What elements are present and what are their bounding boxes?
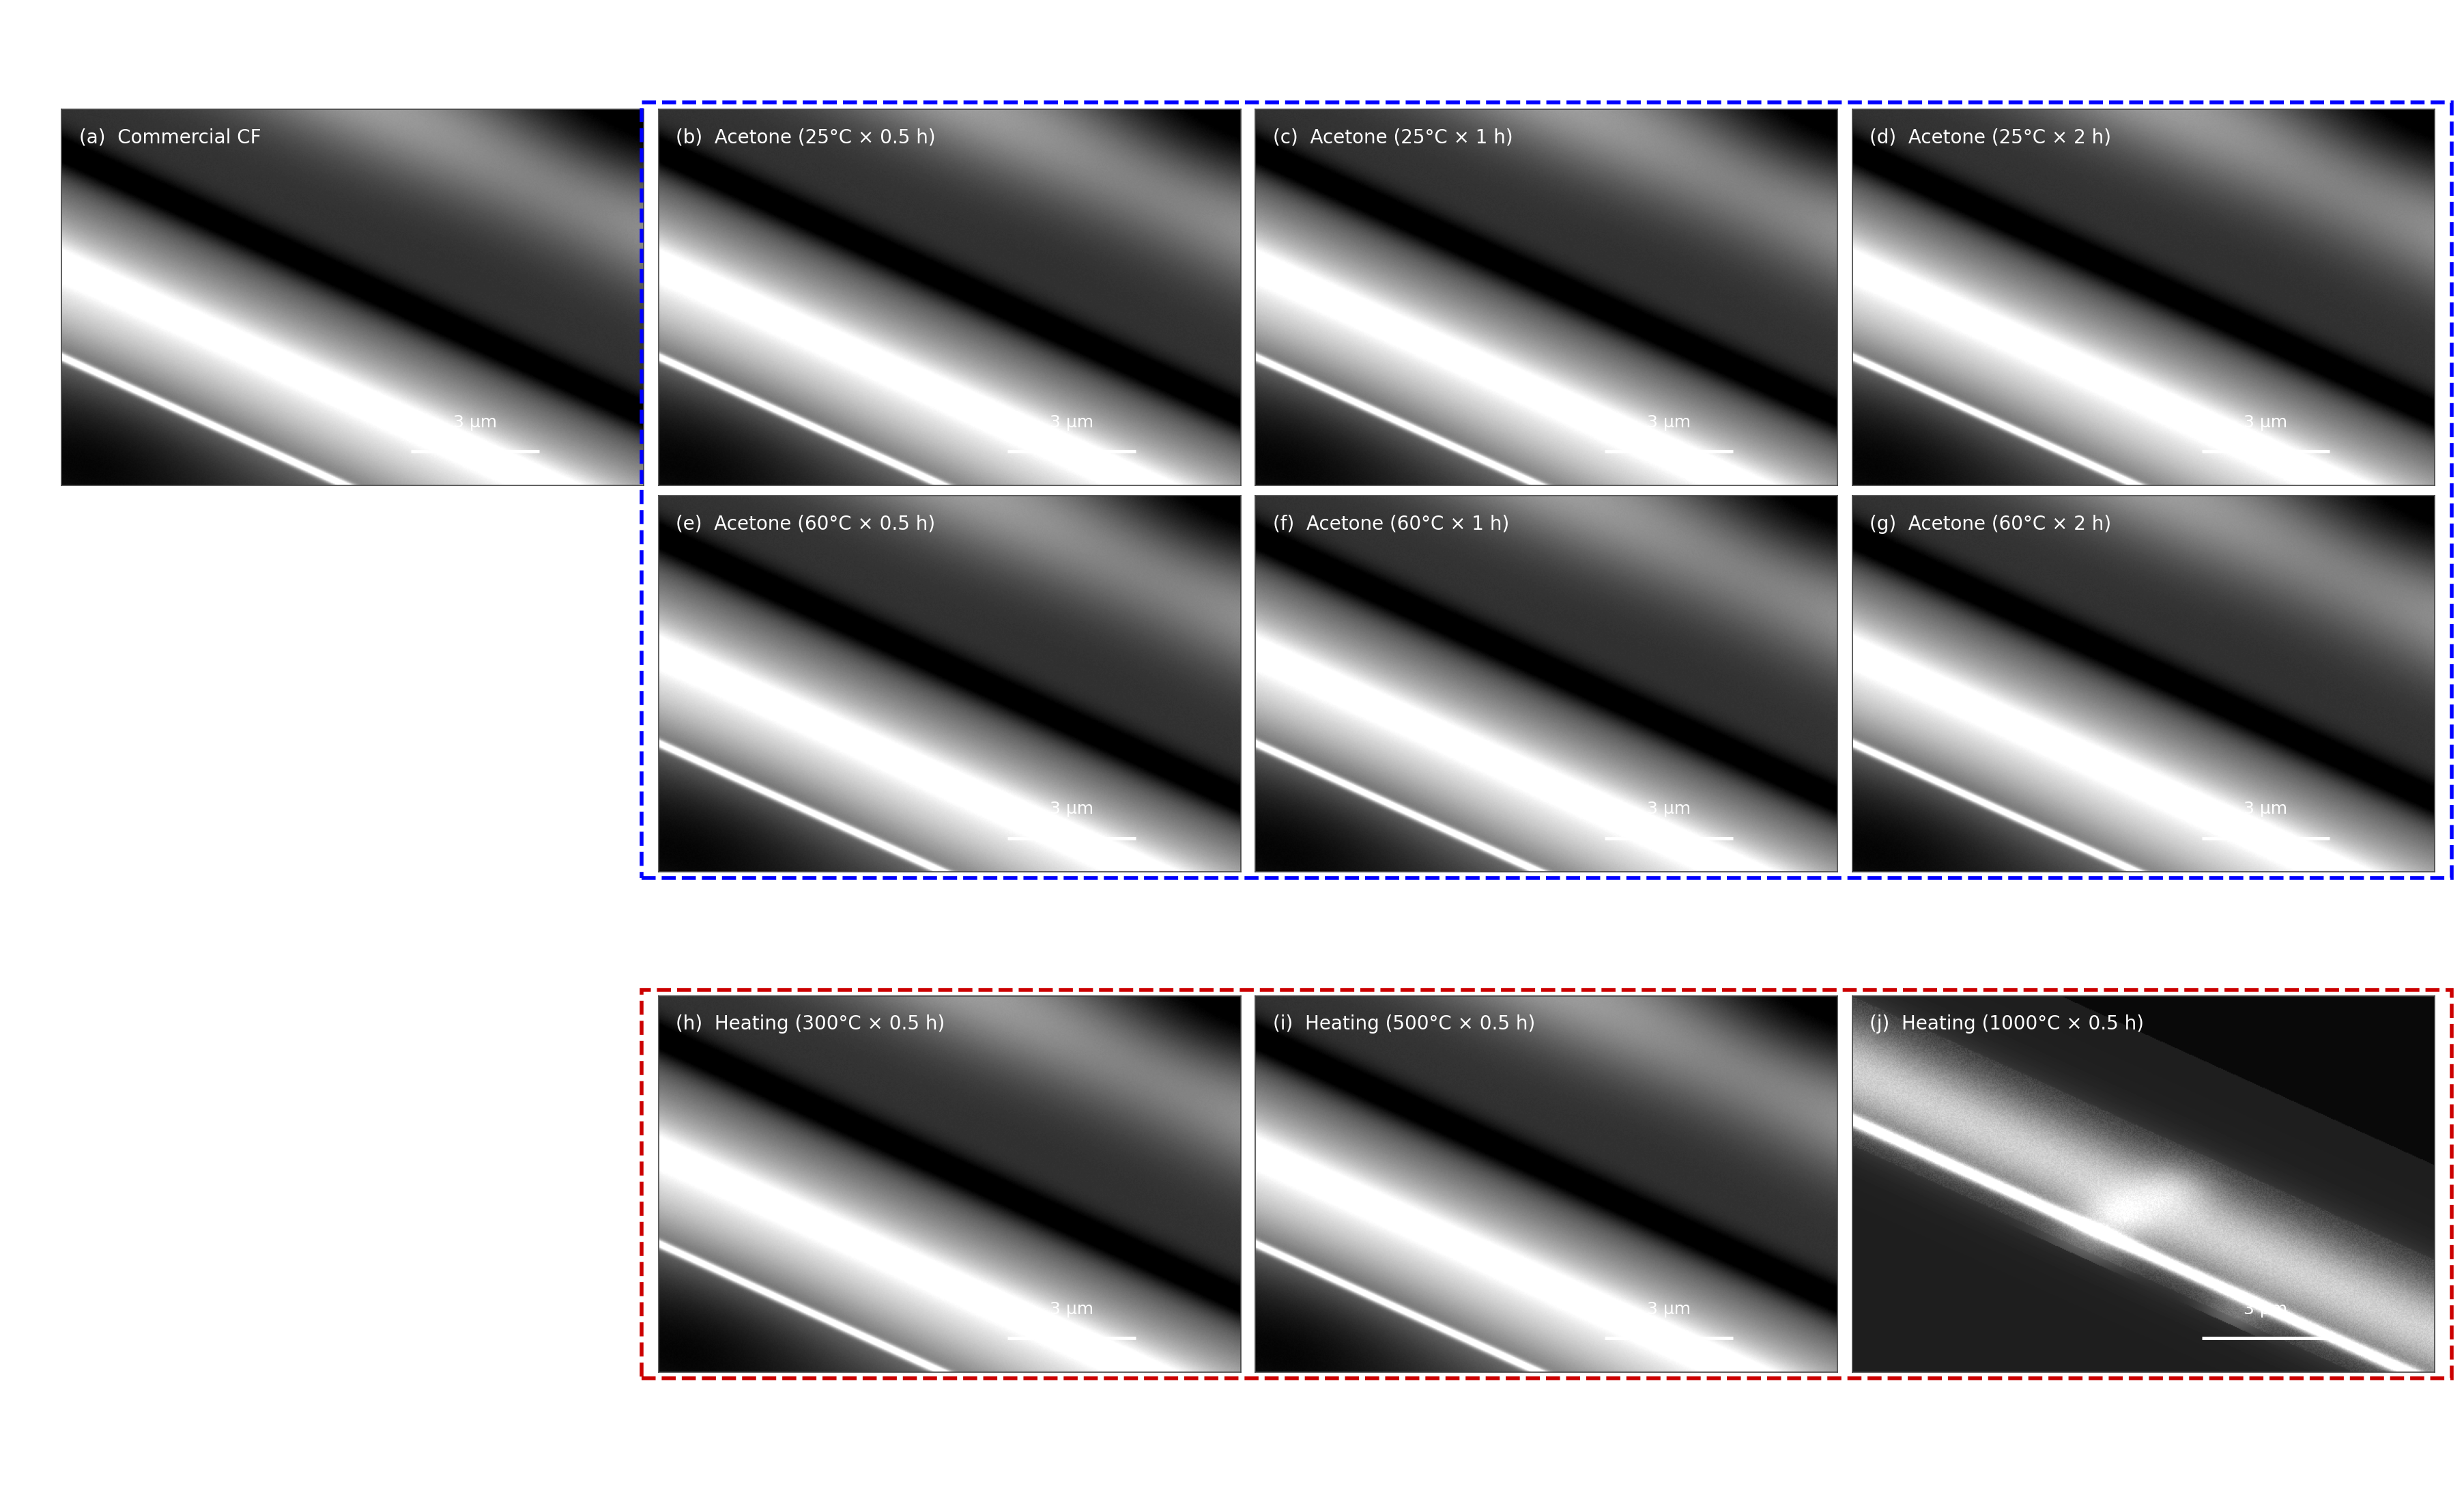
Text: (h)  Heating (300°C × 0.5 h): (h) Heating (300°C × 0.5 h) [675, 1015, 946, 1033]
Text: (a)  Commercial CF: (a) Commercial CF [79, 128, 261, 146]
Text: 3 μm: 3 μm [453, 414, 498, 430]
Text: 3 μm: 3 μm [1646, 414, 1690, 430]
Text: (i)  Heating (500°C × 0.5 h): (i) Heating (500°C × 0.5 h) [1274, 1015, 1535, 1033]
Text: 3 μm: 3 μm [1050, 414, 1094, 430]
Text: Heating: Heating [692, 941, 818, 969]
Text: Acetone: Acetone [690, 54, 821, 82]
Text: 3 μm: 3 μm [1050, 1300, 1094, 1317]
Text: (b)  Acetone (25°C × 0.5 h): (b) Acetone (25°C × 0.5 h) [675, 128, 936, 146]
Text: (f)  Acetone (60°C × 1 h): (f) Acetone (60°C × 1 h) [1274, 515, 1510, 533]
Text: (e)  Acetone (60°C × 0.5 h): (e) Acetone (60°C × 0.5 h) [675, 515, 936, 533]
Text: 3 μm: 3 μm [2245, 800, 2287, 817]
Text: (d)  Acetone (25°C × 2 h): (d) Acetone (25°C × 2 h) [1870, 128, 2112, 146]
Text: 3 μm: 3 μm [1050, 800, 1094, 817]
Text: (j)  Heating (1000°C × 0.5 h): (j) Heating (1000°C × 0.5 h) [1870, 1015, 2144, 1033]
Text: 3 μm: 3 μm [1646, 1300, 1690, 1317]
Text: 3 μm: 3 μm [2245, 1300, 2287, 1317]
Text: (c)  Acetone (25°C × 1 h): (c) Acetone (25°C × 1 h) [1274, 128, 1513, 146]
Text: (g)  Acetone (60°C × 2 h): (g) Acetone (60°C × 2 h) [1870, 515, 2112, 533]
Text: 3 μm: 3 μm [1646, 800, 1690, 817]
Text: 3 μm: 3 μm [2245, 414, 2287, 430]
